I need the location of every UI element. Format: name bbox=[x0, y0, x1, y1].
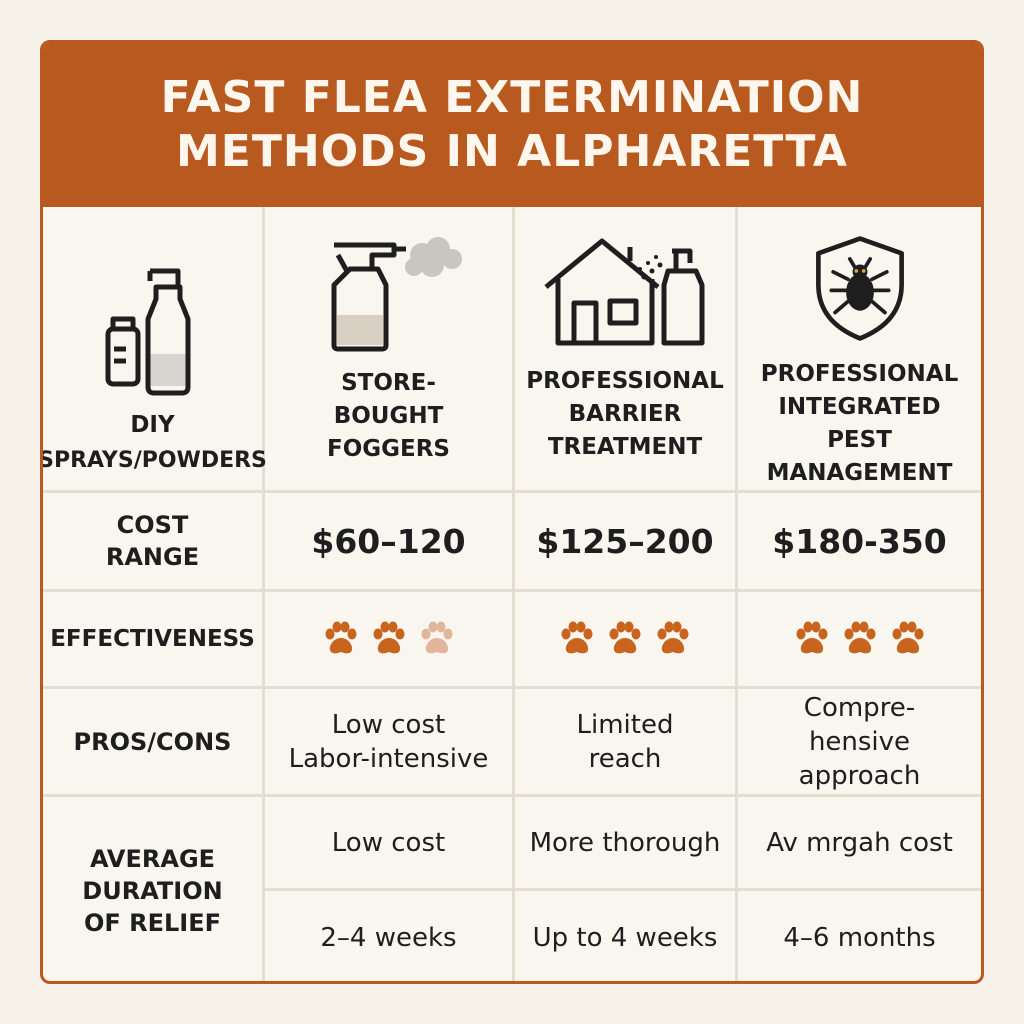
paw-rating bbox=[321, 619, 457, 659]
paw-icon bbox=[844, 621, 875, 654]
column-header-line: DIY bbox=[130, 412, 175, 438]
pros-cons-cell: Compre- hensive approach bbox=[738, 689, 981, 794]
column-divider bbox=[512, 207, 515, 981]
pros-cons-line: Low cost bbox=[331, 709, 446, 740]
column-header-diy: DIY SPRAYS/POWDERS bbox=[43, 209, 267, 490]
column-header-line: BOUGHT bbox=[333, 403, 444, 429]
paw-icon bbox=[325, 621, 356, 654]
cost-value: $125–200 bbox=[536, 521, 714, 561]
column-header-line: TREATMENT bbox=[547, 434, 703, 460]
row-label-line: RANGE bbox=[105, 543, 200, 571]
duration-note-cell: Av mrgah cost bbox=[738, 797, 981, 888]
pros-cons-cell: Limited reach bbox=[515, 689, 735, 794]
pros-cons-line: hensive approach bbox=[798, 726, 921, 791]
row-label-effectiveness: EFFECTIVENESS bbox=[43, 592, 262, 686]
comparison-card: FAST FLEA EXTERMINATION METHODS IN ALPHA… bbox=[40, 40, 984, 984]
column-header-line: PEST MANAGEMENT bbox=[766, 427, 953, 486]
cost-cell: $60–120 bbox=[265, 493, 512, 589]
title-banner: FAST FLEA EXTERMINATION METHODS IN ALPHA… bbox=[43, 43, 981, 207]
column-divider bbox=[262, 207, 265, 981]
paw-icon bbox=[657, 621, 689, 654]
cost-value: $60–120 bbox=[311, 521, 466, 561]
row-divider bbox=[43, 686, 981, 689]
column-header-line: PROFESSIONAL bbox=[760, 361, 959, 387]
row-label-duration: AVERAGE DURATION OF RELIEF bbox=[43, 797, 262, 981]
paw-icon bbox=[609, 621, 641, 654]
column-header-line: FOGGERS bbox=[326, 436, 450, 462]
cost-value: $180-350 bbox=[772, 521, 947, 561]
title-line-2: METHODS IN ALPHARETTA bbox=[176, 126, 848, 177]
duration-cell: 4–6 months bbox=[738, 891, 981, 981]
column-header-barrier: PROFESSIONAL BARRIER TREATMENT bbox=[515, 209, 735, 490]
column-header-ipm: PROFESSIONAL INTEGRATED PEST MANAGEMENT bbox=[738, 209, 981, 490]
row-divider bbox=[43, 589, 981, 592]
column-header-line: PROFESSIONAL bbox=[526, 368, 724, 394]
column-header-foggers: STORE- BOUGHT FOGGERS bbox=[265, 209, 512, 490]
row-label-pros-cons: PROS/CONS bbox=[43, 689, 262, 794]
row-label-line: DURATION bbox=[82, 876, 223, 905]
row-divider bbox=[43, 794, 981, 797]
pros-cons-cell: Low cost Labor-intensive bbox=[265, 689, 512, 794]
paw-icon bbox=[421, 621, 452, 654]
column-header-line: SPRAYS/POWDERS bbox=[40, 448, 267, 473]
row-label-line: PROS/CONS bbox=[73, 727, 232, 756]
duration-note-cell: Low cost bbox=[265, 797, 512, 888]
row-label-line: AVERAGE bbox=[89, 844, 216, 873]
pros-cons-line: Compre- bbox=[803, 692, 916, 723]
paw-icon bbox=[796, 621, 827, 654]
title-line-1: FAST FLEA EXTERMINATION bbox=[160, 72, 864, 123]
column-header-line: INTEGRATED bbox=[778, 394, 941, 420]
row-label-line: OF RELIEF bbox=[83, 908, 222, 937]
row-divider bbox=[265, 888, 981, 891]
effectiveness-cell bbox=[738, 592, 981, 686]
row-label-cost: COST RANGE bbox=[43, 493, 262, 589]
duration-value: 4–6 months bbox=[783, 922, 936, 953]
cost-cell: $125–200 bbox=[515, 493, 735, 589]
paw-rating bbox=[792, 619, 928, 659]
pros-cons-line: Limited bbox=[576, 709, 674, 740]
row-divider bbox=[43, 490, 981, 493]
duration-value: 2–4 weeks bbox=[320, 922, 457, 953]
house-spray-icon bbox=[544, 238, 705, 346]
pros-cons-line: Labor-intensive bbox=[288, 743, 489, 774]
column-divider bbox=[735, 207, 738, 981]
fogger-spray-icon bbox=[331, 237, 462, 352]
row-label-line: EFFECTIVENESS bbox=[50, 626, 255, 652]
pros-cons-line: reach bbox=[588, 743, 662, 774]
row-label-line: COST bbox=[116, 511, 189, 539]
duration-note: Av mrgah cost bbox=[766, 827, 953, 858]
cost-cell: $180-350 bbox=[738, 493, 981, 589]
duration-note: Low cost bbox=[331, 827, 446, 858]
paw-icon bbox=[561, 621, 593, 654]
paw-rating bbox=[557, 619, 693, 659]
duration-note-cell: More thorough bbox=[515, 797, 735, 888]
duration-cell: Up to 4 weeks bbox=[515, 891, 735, 981]
paw-icon bbox=[373, 621, 404, 654]
effectiveness-cell bbox=[265, 592, 512, 686]
duration-note: More thorough bbox=[529, 827, 721, 858]
column-header-line: STORE- bbox=[341, 370, 436, 396]
spray-bottles-icon bbox=[105, 268, 190, 396]
duration-value: Up to 4 weeks bbox=[532, 922, 718, 953]
column-header-line: BARRIER bbox=[568, 401, 682, 427]
duration-cell: 2–4 weeks bbox=[265, 891, 512, 981]
paw-icon bbox=[892, 621, 923, 654]
effectiveness-cell bbox=[515, 592, 735, 686]
shield-bug-icon bbox=[815, 236, 904, 341]
